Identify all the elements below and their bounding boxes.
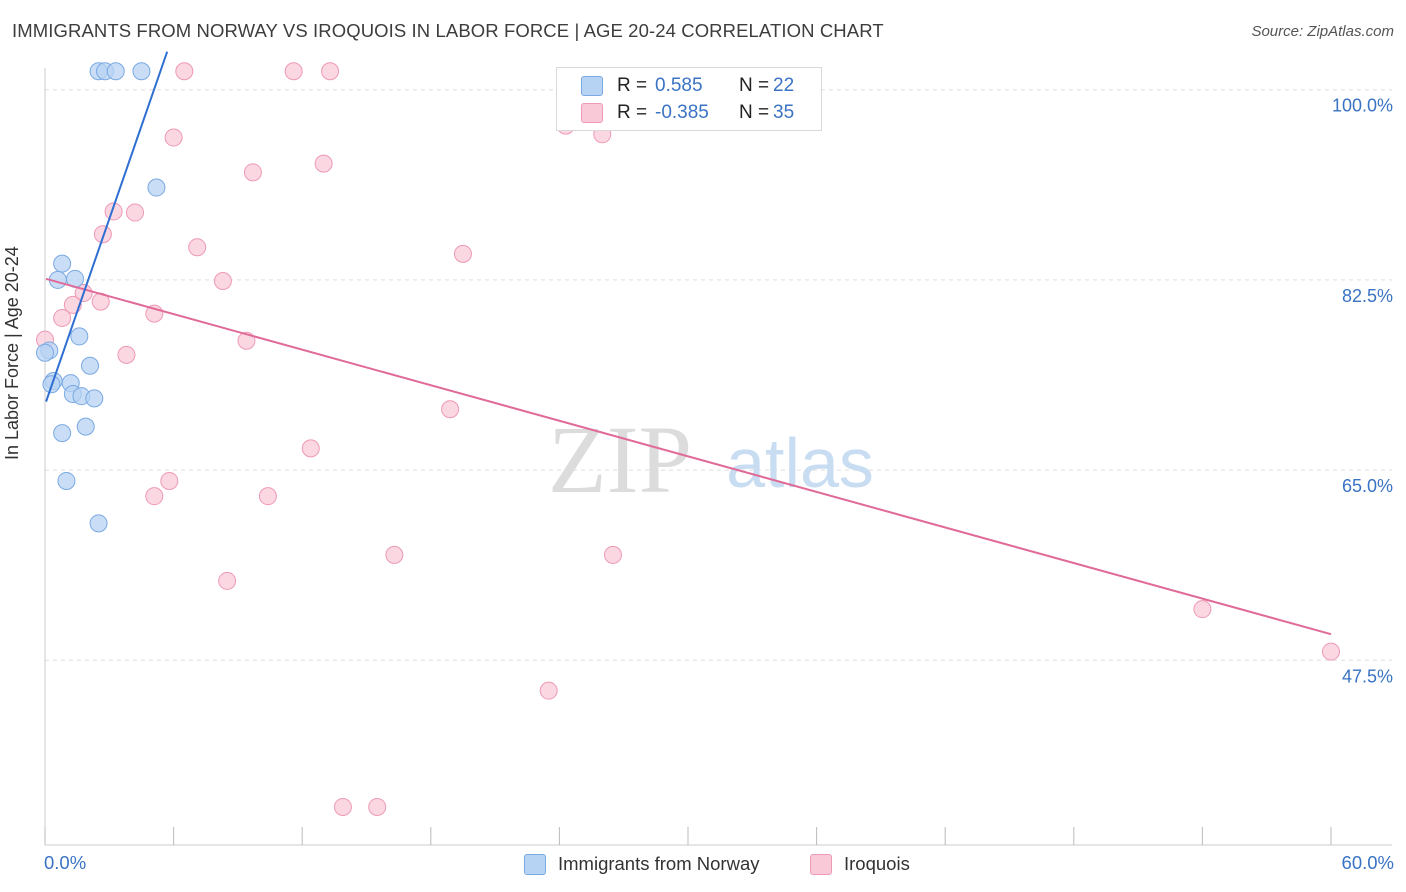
iroquois-point <box>453 244 472 263</box>
norway-point <box>81 356 100 375</box>
iroquois-point <box>218 571 237 590</box>
legend-swatch-pink <box>581 103 603 123</box>
iroquois-point <box>213 271 232 290</box>
iroquois-point <box>104 202 123 221</box>
iroquois-point <box>284 62 303 81</box>
iroquois-point <box>321 62 340 81</box>
legend-label-iroquois: Iroquois <box>844 853 910 874</box>
iroquois-point <box>53 308 72 327</box>
iroquois-points <box>36 62 1340 816</box>
chart-title: IMMIGRANTS FROM NORWAY VS IROQUOIS IN LA… <box>12 20 884 41</box>
iroquois-point <box>258 487 277 506</box>
iroquois-point <box>1322 642 1340 661</box>
y-tick-labels: 100.0% 82.5% 65.0% 47.5% <box>1332 96 1393 687</box>
trendlines <box>45 51 1332 636</box>
iroquois-point <box>126 203 145 222</box>
iroquois-point <box>160 471 179 490</box>
norway-point <box>70 327 89 346</box>
y-axis-label: In Labor Force | Age 20-24 <box>2 246 22 460</box>
norway-point <box>132 62 151 81</box>
watermark-zip: ZIP <box>548 406 692 513</box>
norway-point <box>85 389 104 408</box>
iroquois-point <box>188 238 207 257</box>
legend-n-value: 22 <box>773 75 795 96</box>
y-tick-label: 47.5% <box>1342 666 1393 686</box>
legend-swatch-blue <box>581 76 603 96</box>
bottom-legend-norway: Immigrants from Norway <box>524 852 759 876</box>
x-tick-label-max: 60.0% <box>1341 852 1394 873</box>
watermark: ZIP atlas <box>548 406 874 513</box>
iroquois-point <box>441 400 460 419</box>
legend-n-label: N = <box>739 75 770 96</box>
legend-r-value: 0.585 <box>655 75 703 96</box>
norway-point <box>53 254 72 273</box>
iroquois-point <box>175 62 194 81</box>
axes <box>44 68 1392 846</box>
norway-trendline <box>45 51 169 402</box>
iroquois-point <box>539 681 558 700</box>
legend-n-label: N = <box>739 102 770 123</box>
iroquois-point <box>333 797 352 816</box>
bottom-legend-iroquois: Iroquois <box>810 852 910 876</box>
norway-point <box>89 514 108 533</box>
norway-point <box>106 62 125 81</box>
iroquois-point <box>603 545 622 564</box>
legend-n-value: 35 <box>773 102 795 123</box>
legend-r-label: R = <box>617 75 648 96</box>
y-tick-label: 100.0% <box>1332 96 1393 116</box>
norway-point <box>147 178 166 197</box>
legend-r-value: -0.385 <box>655 102 709 123</box>
norway-point <box>76 417 95 436</box>
iroquois-point <box>164 128 183 147</box>
iroquois-point <box>385 545 404 564</box>
source-credit: Source: ZipAtlas.com <box>1251 23 1394 40</box>
norway-point <box>57 471 76 490</box>
legend-swatch-blue <box>524 853 546 875</box>
legend-row-iroquois: R = -0.385 N = 35 <box>581 101 794 125</box>
iroquois-point <box>368 797 387 816</box>
correlation-legend: R = 0.585 N = 22 R = -0.385 N = 35 <box>556 67 822 131</box>
y-tick-label: 82.5% <box>1342 286 1393 306</box>
iroquois-point <box>1193 600 1212 619</box>
iroquois-point <box>243 163 262 182</box>
x-tick-label-min: 0.0% <box>44 852 87 873</box>
norway-point <box>36 343 54 362</box>
watermark-atlas: atlas <box>726 424 874 502</box>
iroquois-point <box>301 439 320 458</box>
iroquois-point <box>314 154 333 173</box>
iroquois-point <box>93 225 112 244</box>
iroquois-trendline <box>45 277 1332 636</box>
iroquois-point <box>145 487 164 506</box>
legend-label-norway: Immigrants from Norway <box>558 853 760 874</box>
y-tick-label: 65.0% <box>1342 476 1393 496</box>
legend-r-label: R = <box>617 102 648 123</box>
iroquois-point <box>237 331 256 350</box>
norway-point <box>53 424 72 443</box>
iroquois-point <box>117 345 136 364</box>
legend-row-norway: R = 0.585 N = 22 <box>581 74 794 98</box>
legend-swatch-pink <box>810 853 832 875</box>
